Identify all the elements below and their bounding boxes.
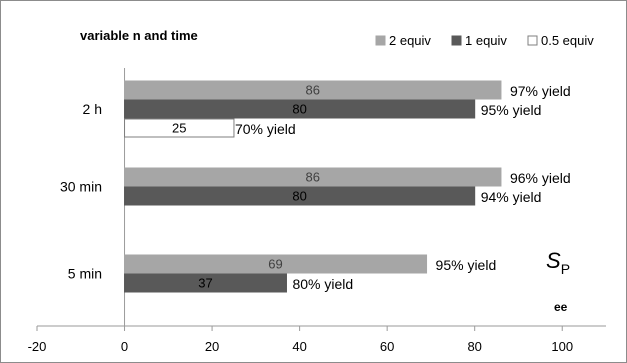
category-label: 5 min	[68, 266, 102, 282]
bar-value-label: 25	[172, 121, 186, 136]
x-tick-label: 80	[467, 339, 481, 354]
bar	[124, 254, 428, 274]
yield-label: 95% yield	[436, 257, 497, 273]
bar-value-label: 80	[292, 189, 306, 204]
x-tick-label: -20	[28, 339, 47, 354]
chart-title: variable n and time	[80, 28, 198, 43]
x-tick-label: 40	[292, 339, 306, 354]
bar-value-label: 80	[292, 102, 306, 117]
legend-entry: 1 equiv	[465, 33, 507, 48]
bar	[124, 186, 476, 206]
bar-value-label: 86	[306, 83, 320, 98]
ee-annotation: ee	[554, 300, 568, 314]
bar	[124, 118, 235, 138]
bar	[124, 80, 502, 100]
bar-value-label: 69	[268, 257, 282, 272]
x-tick-label: 0	[121, 339, 128, 354]
yield-label: 80% yield	[292, 276, 353, 292]
category-label: 30 min	[60, 179, 102, 195]
yield-label: 96% yield	[510, 170, 571, 186]
bar	[124, 167, 502, 187]
x-tick-label: 20	[205, 339, 219, 354]
x-tick-label: 100	[551, 339, 573, 354]
legend-swatch	[451, 35, 462, 46]
bar-value-label: 37	[198, 276, 212, 291]
legend-swatch	[375, 35, 386, 46]
plot-area: -20 0 20 40 60 80 100 2 h 86 97% yield 80 95% yield…	[28, 68, 606, 354]
bar	[124, 99, 476, 119]
legend-entry: 0.5 equiv	[541, 33, 594, 48]
bar-value-label: 86	[306, 170, 320, 185]
yield-label: 94% yield	[481, 189, 542, 205]
sp-annotation: SP	[546, 248, 570, 277]
category-label: 2 h	[83, 101, 102, 117]
yield-label: 70% yield	[235, 121, 296, 137]
x-tick-label: 60	[380, 339, 394, 354]
yield-label: 95% yield	[481, 102, 542, 118]
bar	[124, 273, 287, 293]
yield-label: 97% yield	[510, 83, 571, 99]
legend-entry: 2 equiv	[389, 33, 431, 48]
legend: 2 equiv 1 equiv 0.5 equiv	[375, 33, 594, 48]
legend-swatch	[527, 35, 538, 46]
